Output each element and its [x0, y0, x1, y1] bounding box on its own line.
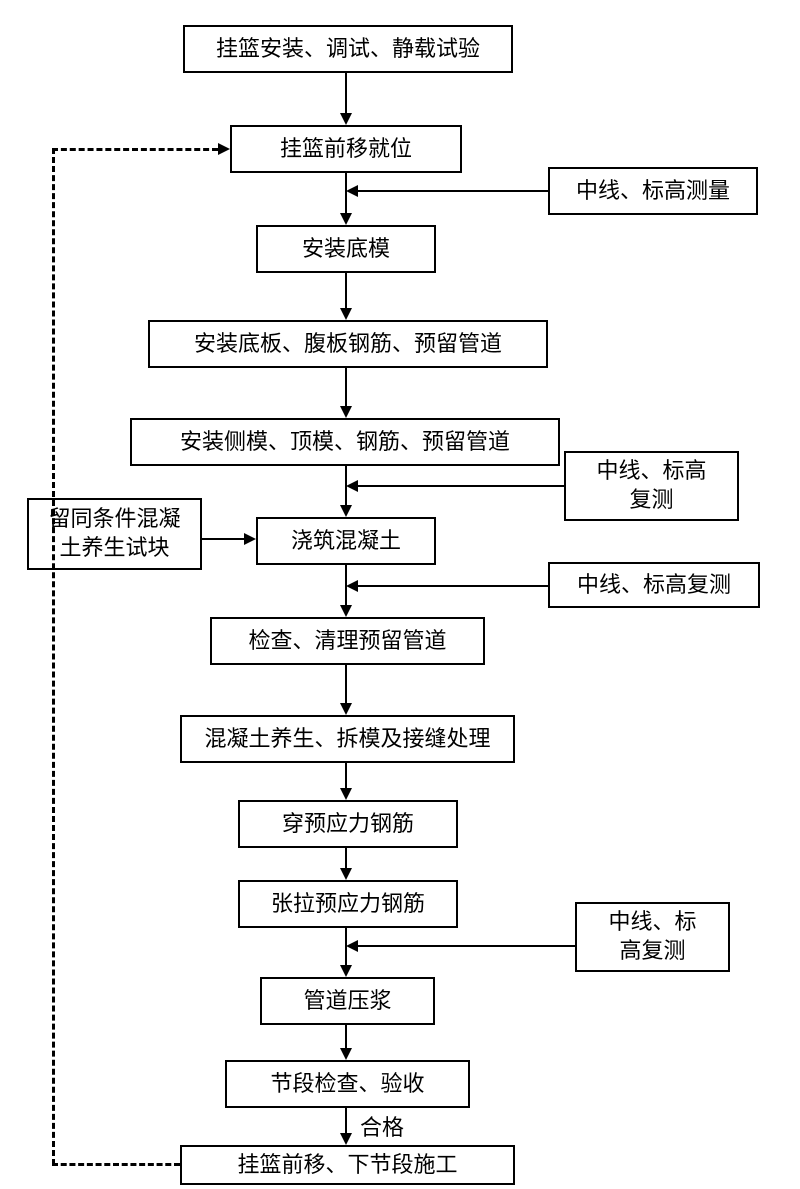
edge — [345, 73, 347, 113]
edge-label-qualified: 合格 — [360, 1110, 404, 1142]
node-text: 检查、清理预留管道 — [248, 627, 446, 656]
node-text: 安装底板、腹板钢筋、预留管道 — [194, 330, 502, 359]
edge — [345, 665, 347, 703]
arrow-head-icon — [340, 308, 352, 320]
feedback-edge — [52, 1163, 180, 1166]
edge-side — [358, 945, 575, 947]
node-install: 挂篮安装、调试、静载试验 — [183, 25, 513, 73]
edge-side — [202, 538, 244, 540]
side-measure-2: 中线、标高 复测 — [564, 451, 739, 521]
arrow-head-icon — [340, 505, 352, 517]
node-move-forward: 挂篮前移就位 — [230, 125, 462, 173]
node-text: 挂篮前移就位 — [280, 135, 412, 164]
node-grouting: 管道压浆 — [260, 977, 435, 1025]
node-tension-tendon: 张拉预应力钢筋 — [238, 880, 458, 928]
node-text: 挂篮前移、下节段施工 — [237, 1151, 457, 1180]
node-text: 安装侧模、顶模、钢筋、预留管道 — [180, 428, 510, 457]
edge — [345, 1108, 347, 1133]
arrow-head-icon — [346, 580, 358, 592]
edge — [345, 273, 347, 308]
node-bottom-form: 安装底模 — [256, 225, 436, 273]
side-measure-4: 中线、标 高复测 — [575, 902, 730, 972]
arrow-head-icon — [346, 940, 358, 952]
node-pour-concrete: 浇筑混凝土 — [256, 517, 436, 565]
node-text: 管道压浆 — [303, 987, 391, 1016]
node-text: 中线、标高复测 — [577, 571, 731, 600]
arrow-head-icon — [346, 185, 358, 197]
arrow-head-icon — [244, 533, 256, 545]
side-measure-3: 中线、标高复测 — [548, 562, 760, 608]
node-text: 混凝土养生、拆模及接缝处理 — [204, 725, 490, 754]
node-bottom-plate: 安装底板、腹板钢筋、预留管道 — [148, 320, 548, 368]
node-side-form: 安装侧模、顶模、钢筋、预留管道 — [130, 418, 560, 466]
node-curing: 混凝土养生、拆模及接缝处理 — [180, 715, 515, 763]
arrow-head-icon — [346, 480, 358, 492]
edge-side — [358, 190, 548, 192]
feedback-edge — [52, 148, 218, 151]
node-text: 留同条件混凝 土养生试块 — [48, 505, 180, 562]
node-text: 中线、标高 复测 — [596, 457, 706, 514]
arrow-head-icon — [340, 703, 352, 715]
node-text: 中线、标高测量 — [576, 177, 730, 206]
node-text: 浇筑混凝土 — [291, 527, 401, 556]
arrow-head-icon — [218, 143, 230, 155]
arrow-head-icon — [340, 965, 352, 977]
arrow-head-icon — [340, 213, 352, 225]
arrow-head-icon — [340, 868, 352, 880]
node-text: 张拉预应力钢筋 — [271, 890, 425, 919]
arrow-head-icon — [340, 406, 352, 418]
node-check-duct: 检查、清理预留管道 — [210, 617, 485, 665]
arrow-head-icon — [340, 605, 352, 617]
arrow-head-icon — [340, 1133, 352, 1145]
node-segment-check: 节段检查、验收 — [225, 1060, 470, 1108]
edge — [345, 763, 347, 788]
side-measure-1: 中线、标高测量 — [548, 167, 758, 215]
node-thread-tendon: 穿预应力钢筋 — [238, 800, 458, 848]
node-text: 节段检查、验收 — [270, 1070, 424, 1099]
edge-side — [358, 485, 564, 487]
edge — [345, 848, 347, 868]
node-next-segment: 挂篮前移、下节段施工 — [180, 1145, 515, 1185]
node-text: 安装底模 — [302, 235, 390, 264]
edge — [345, 368, 347, 406]
edge — [345, 1025, 347, 1048]
arrow-head-icon — [340, 1048, 352, 1060]
arrow-head-icon — [340, 788, 352, 800]
node-text: 穿预应力钢筋 — [282, 810, 414, 839]
node-text: 挂篮安装、调试、静载试验 — [216, 35, 480, 64]
node-text: 中线、标 高复测 — [608, 908, 696, 965]
arrow-head-icon — [340, 113, 352, 125]
feedback-edge — [52, 148, 55, 1165]
edge-side — [358, 585, 548, 587]
